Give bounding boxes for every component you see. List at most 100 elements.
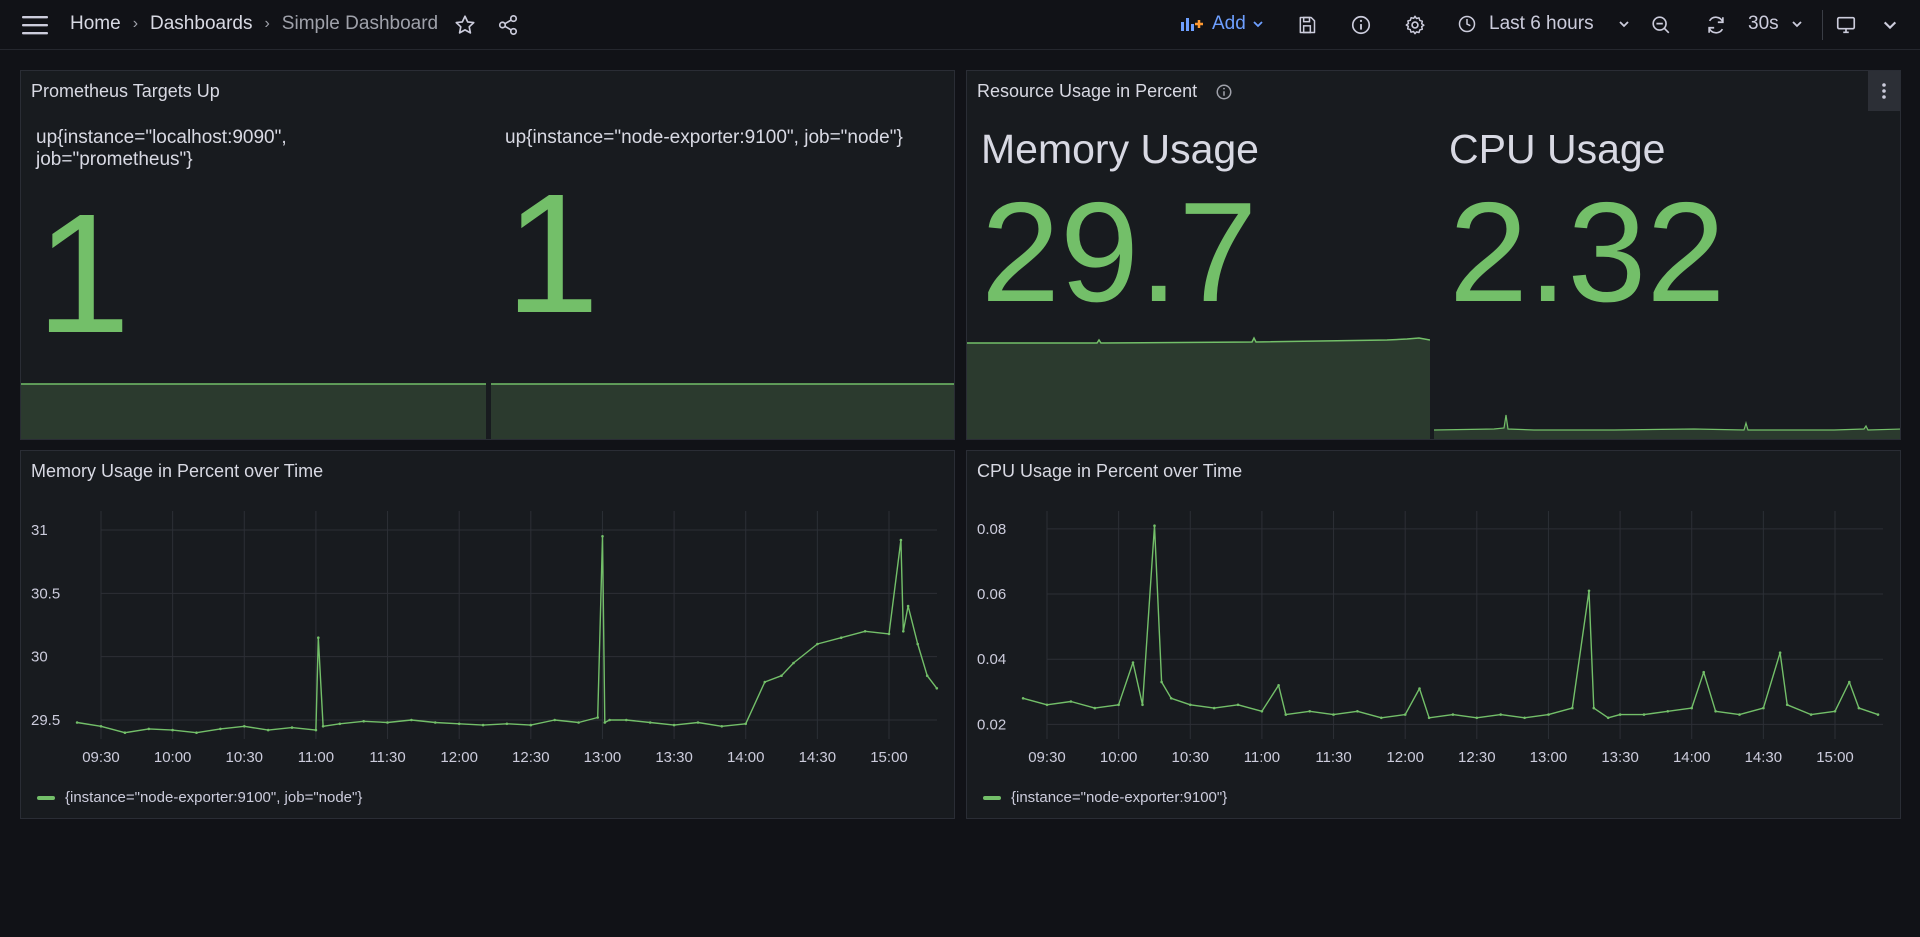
x-tick-label: 10:30 bbox=[225, 749, 263, 766]
info-icon[interactable] bbox=[1215, 83, 1233, 101]
data-point bbox=[1277, 684, 1280, 687]
data-point bbox=[1778, 651, 1782, 654]
x-tick-label: 11:30 bbox=[1315, 749, 1351, 766]
stat-label-cpu: CPU Usage bbox=[1449, 126, 1666, 172]
panel-menu-button[interactable] bbox=[1868, 71, 1900, 111]
tv-mode-icon[interactable] bbox=[1834, 13, 1858, 37]
chart-legend[interactable]: {instance="node-exporter:9100", job="nod… bbox=[37, 789, 362, 806]
data-point bbox=[672, 723, 676, 727]
x-tick-label: 10:00 bbox=[154, 749, 192, 766]
data-point bbox=[410, 718, 413, 722]
data-point bbox=[863, 630, 867, 633]
data-point bbox=[1236, 703, 1240, 707]
data-point bbox=[1499, 713, 1502, 716]
breadcrumb: Home › Dashboards › Simple Dashboard bbox=[70, 13, 438, 35]
x-tick-label: 13:30 bbox=[1601, 749, 1639, 766]
breadcrumb-home[interactable]: Home bbox=[70, 13, 121, 34]
data-point bbox=[1451, 713, 1455, 716]
refresh-icon[interactable] bbox=[1704, 13, 1728, 37]
x-tick-label: 11:00 bbox=[298, 749, 334, 766]
stat-label-node-exporter: up{instance="node-exporter:9100", job="n… bbox=[505, 127, 903, 148]
data-point bbox=[1714, 710, 1717, 713]
data-point bbox=[780, 674, 783, 677]
data-point bbox=[899, 538, 903, 542]
y-tick-label: 0.04 bbox=[977, 651, 1006, 668]
data-point bbox=[1356, 710, 1359, 713]
x-tick-label: 15:00 bbox=[870, 749, 908, 766]
data-point bbox=[1618, 713, 1622, 716]
chevron-down-icon[interactable] bbox=[1878, 13, 1902, 37]
info-icon[interactable] bbox=[1349, 13, 1373, 37]
stat-label-memory: Memory Usage bbox=[981, 126, 1259, 172]
data-point bbox=[906, 604, 910, 608]
time-range-picker[interactable]: Last 6 hours bbox=[1457, 13, 1630, 35]
share-icon[interactable] bbox=[496, 13, 520, 37]
panel-title[interactable]: Memory Usage in Percent over Time bbox=[31, 461, 324, 481]
data-point bbox=[625, 718, 628, 722]
chevron-down-icon bbox=[1618, 21, 1629, 28]
time-range-label: Last 6 hours bbox=[1489, 13, 1594, 34]
memory-timeseries-chart[interactable]: 09:30 10:00 10:30 11:00 11:30 12:00 12:30 13:00… bbox=[21, 491, 954, 781]
data-point bbox=[1666, 710, 1670, 713]
data-point bbox=[553, 718, 556, 722]
data-point bbox=[317, 636, 320, 639]
data-point bbox=[816, 642, 819, 646]
data-point bbox=[1021, 697, 1025, 700]
data-point bbox=[603, 721, 607, 724]
y-tick-label: 0.08 bbox=[977, 521, 1006, 538]
data-point bbox=[596, 716, 599, 719]
panel-title[interactable]: Prometheus Targets Up bbox=[31, 81, 220, 101]
x-tick-label: 09:30 bbox=[1028, 749, 1066, 766]
data-point bbox=[1093, 706, 1097, 710]
save-icon[interactable] bbox=[1295, 13, 1319, 37]
chevron-down-icon bbox=[1792, 21, 1802, 28]
data-point bbox=[1212, 706, 1216, 710]
data-point bbox=[792, 661, 795, 665]
data-point bbox=[839, 636, 843, 639]
breadcrumb-dashboards[interactable]: Dashboards bbox=[150, 13, 253, 34]
data-point bbox=[1785, 703, 1789, 707]
add-button[interactable]: Add bbox=[1180, 13, 1264, 35]
data-point bbox=[1547, 713, 1550, 716]
data-point bbox=[925, 674, 929, 677]
refresh-interval-picker[interactable]: 30s bbox=[1748, 13, 1803, 35]
y-tick-label: 30 bbox=[31, 649, 48, 666]
data-point bbox=[1738, 713, 1741, 716]
gear-icon[interactable] bbox=[1403, 13, 1427, 37]
panel-title[interactable]: CPU Usage in Percent over Time bbox=[977, 461, 1243, 481]
chart-legend[interactable]: {instance="node-exporter:9100"} bbox=[983, 789, 1227, 806]
chevron-right-icon: › bbox=[264, 15, 270, 32]
panel-title[interactable]: Resource Usage in Percent bbox=[977, 81, 1233, 102]
stat-sparkline-node-exporter bbox=[491, 383, 954, 439]
data-point bbox=[386, 721, 389, 724]
data-point bbox=[290, 726, 294, 729]
data-point bbox=[1189, 703, 1192, 707]
menu-icon[interactable] bbox=[20, 13, 50, 37]
x-tick-label: 14:00 bbox=[727, 749, 765, 766]
data-point bbox=[266, 728, 270, 732]
star-icon[interactable] bbox=[453, 13, 477, 37]
data-point bbox=[147, 727, 151, 731]
stat-sparkline-memory bbox=[967, 326, 1431, 439]
zoom-out-icon[interactable] bbox=[1649, 13, 1673, 37]
data-point bbox=[171, 728, 174, 732]
panel-memory-timeseries: Memory Usage in Percent over Time 09:30 1… bbox=[20, 450, 955, 819]
data-point bbox=[1642, 713, 1646, 716]
chevron-right-icon: › bbox=[132, 15, 139, 32]
data-point bbox=[1762, 706, 1765, 710]
data-point bbox=[1160, 680, 1163, 684]
cpu-timeseries-chart[interactable]: 09:30 10:00 10:30 11:00 11:30 12:00 12:30 13:00… bbox=[967, 491, 1900, 781]
data-point bbox=[1690, 706, 1693, 710]
data-point bbox=[505, 722, 509, 726]
legend-swatch bbox=[983, 795, 1001, 800]
x-tick-label: 14:30 bbox=[799, 749, 837, 766]
series-line[interactable] bbox=[76, 535, 938, 734]
add-panel-icon bbox=[1181, 18, 1203, 31]
data-point bbox=[1380, 716, 1383, 720]
data-point bbox=[744, 722, 747, 726]
data-point bbox=[219, 727, 222, 731]
series-line[interactable] bbox=[1022, 525, 1879, 719]
y-tick-label: 31 bbox=[31, 522, 48, 539]
x-tick-label: 10:00 bbox=[1100, 749, 1138, 766]
data-point bbox=[1475, 716, 1479, 720]
